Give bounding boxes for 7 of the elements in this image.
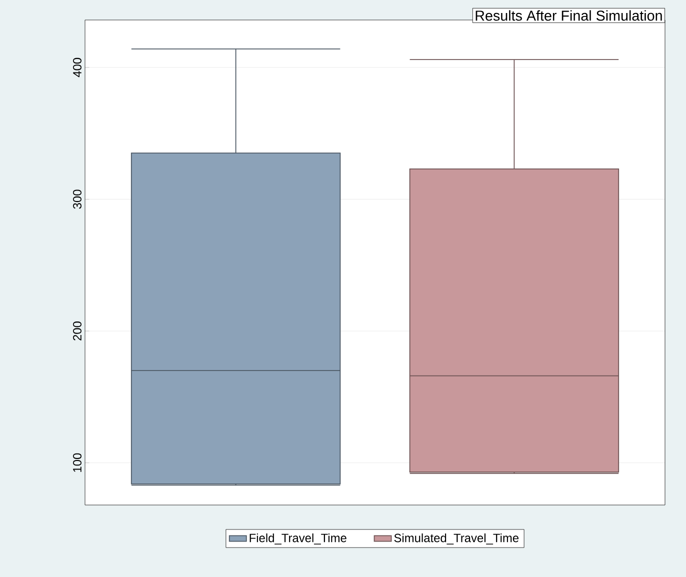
y-tick-label: 400 [73,58,82,78]
y-tick-label: 100 [73,453,82,472]
y-tick-label: 300 [73,190,82,209]
legend-label: Simulated_Travel_Time [394,533,519,544]
y-tick-label: 200 [73,322,82,340]
legend-label: Field_Travel_Time [250,533,346,544]
chart-title: Results After Final Simulation [476,10,662,21]
